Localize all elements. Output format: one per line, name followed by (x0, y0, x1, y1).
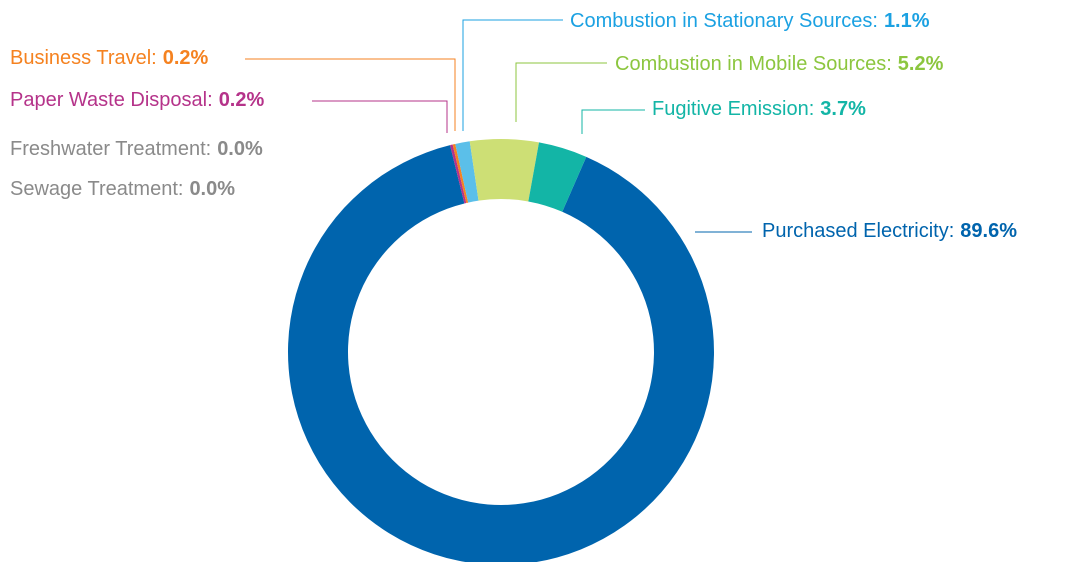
slice-label: Combustion in Stationary Sources: 1.1% (570, 10, 930, 32)
donut-segment (469, 139, 540, 202)
slice-label: Business Travel: 0.2% (10, 47, 209, 69)
donut-segment (450, 144, 467, 204)
category-name: Combustion in Stationary Sources: (570, 10, 878, 32)
leader-line (581, 109, 645, 134)
category-name: Freshwater Treatment: (10, 138, 211, 160)
donut-segment (455, 141, 479, 203)
category-name: Combustion in Mobile Sources: (615, 53, 892, 75)
value-label: 3.7% (820, 98, 866, 120)
slice-label: Purchased Electricity: 89.6% (762, 220, 1017, 242)
donut-segment (452, 143, 469, 203)
category-name: Fugitive Emission: (652, 98, 814, 120)
leader-line (312, 100, 448, 133)
slice-label: Paper Waste Disposal: 0.2% (10, 89, 264, 111)
value-label: 5.2% (898, 53, 944, 75)
leader-line (462, 19, 563, 131)
slice-label: Fugitive Emission: 3.7% (652, 98, 866, 120)
value-label: 0.0% (189, 178, 235, 200)
slice-label: Combustion in Mobile Sources: 5.2% (615, 53, 944, 75)
slice-label: Sewage Treatment: 0.0% (10, 178, 235, 200)
leader-line (245, 58, 456, 131)
slice-label: Freshwater Treatment: 0.0% (10, 138, 263, 160)
category-name: Purchased Electricity: (762, 220, 954, 242)
category-name: Business Travel: (10, 47, 157, 69)
value-label: 0.2% (163, 47, 209, 69)
value-label: 0.2% (219, 89, 265, 111)
value-label: 1.1% (884, 10, 930, 32)
value-label: 0.0% (217, 138, 263, 160)
donut-segment (288, 145, 714, 562)
category-name: Paper Waste Disposal: (10, 89, 213, 111)
donut-segment (528, 142, 587, 212)
category-name: Sewage Treatment: (10, 178, 183, 200)
value-label: 89.6% (960, 220, 1017, 242)
leader-line (515, 62, 607, 122)
